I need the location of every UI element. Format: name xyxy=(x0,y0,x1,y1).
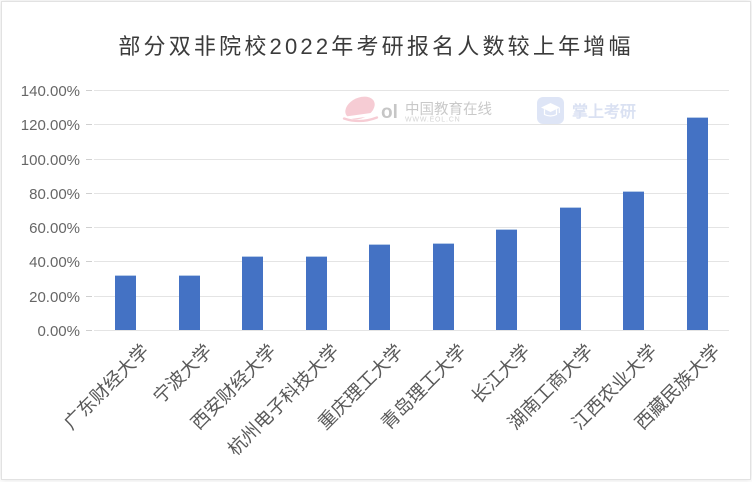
svg-text:ol: ol xyxy=(381,102,398,123)
svg-text:中国教育在线: 中国教育在线 xyxy=(405,101,492,118)
svg-text:掌上考研: 掌上考研 xyxy=(572,102,636,121)
svg-text:WWW.EOL.CN: WWW.EOL.CN xyxy=(405,117,460,124)
